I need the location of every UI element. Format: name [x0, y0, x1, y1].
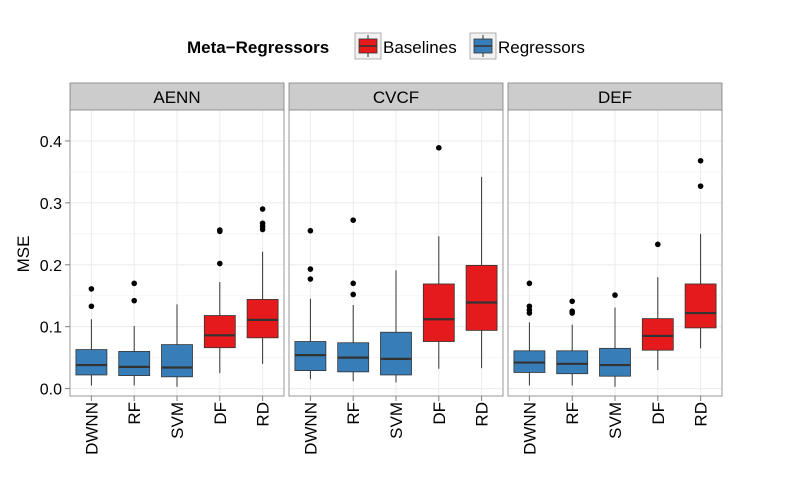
- x-tick-label: SVM: [387, 402, 406, 439]
- x-tick-label: DF: [649, 402, 668, 425]
- legend-label-baselines: Baselines: [383, 38, 457, 57]
- x-tick-label: RF: [563, 402, 582, 425]
- outlier-point: [350, 280, 357, 287]
- box-svm: [380, 331, 412, 376]
- outlier-point: [88, 286, 95, 292]
- box-rf: [118, 351, 151, 376]
- y-tick-label: 0.4: [40, 134, 62, 151]
- outlier-point: [217, 260, 223, 267]
- outlier-point: [259, 220, 266, 227]
- box-rf: [556, 350, 589, 375]
- facet-strip-label: CVCF: [373, 88, 419, 107]
- outlier-point: [526, 280, 533, 287]
- x-tick-label: RF: [125, 402, 144, 425]
- x-tick-label: SVM: [606, 402, 625, 439]
- x-tick-label: DF: [430, 402, 449, 425]
- x-tick-label: RD: [254, 402, 273, 427]
- box-df: [203, 315, 236, 349]
- y-axis-label: MSE: [14, 236, 33, 273]
- x-tick-label: DWNN: [301, 402, 320, 455]
- y-tick-label: 0.1: [40, 320, 62, 337]
- plot-area: 0.0 0.1 0.2 0.3 0.4 AENN DWNN RF SVM DF RD CVCF DWNN…: [40, 82, 723, 455]
- legend-label-regressors: Regressors: [498, 38, 585, 57]
- outlier-point: [88, 303, 95, 310]
- outlier-point: [307, 276, 314, 282]
- outlier-point: [697, 157, 704, 164]
- box-df: [422, 283, 455, 342]
- outlier-point: [569, 308, 575, 314]
- outlier-point: [655, 241, 661, 248]
- x-tick-label: RD: [473, 402, 492, 427]
- legend-title: Meta−Regressors: [187, 38, 329, 57]
- outlier-point: [259, 206, 266, 212]
- outlier-point: [697, 183, 704, 189]
- box-svm: [599, 347, 631, 377]
- y-tick-label: 0.2: [40, 258, 62, 275]
- outlier-point: [569, 298, 575, 305]
- outlier-point: [217, 227, 223, 233]
- y-tick-label: 0.3: [40, 196, 62, 213]
- facet-strip: [69, 82, 285, 111]
- outlier-point: [131, 297, 137, 304]
- outlier-point: [612, 292, 618, 298]
- box-rd: [246, 299, 279, 339]
- outlier-point: [350, 217, 357, 223]
- box-rd: [684, 283, 717, 329]
- facet-strip: [288, 82, 504, 111]
- outlier-point: [436, 144, 442, 151]
- outlier-point: [526, 303, 533, 310]
- y-tick-label: 0.0: [40, 382, 62, 399]
- outlier-point: [307, 227, 314, 234]
- legend: Meta−Regressors Baselines Regressors: [187, 32, 585, 60]
- x-tick-label: DWNN: [82, 402, 101, 455]
- x-tick-label: DF: [211, 402, 230, 425]
- facet-strip-label: AENN: [153, 88, 200, 107]
- box-rd: [465, 264, 498, 331]
- x-tick-label: DWNN: [520, 402, 539, 455]
- x-tick-label: RF: [344, 402, 363, 425]
- facet-strip-label: DEF: [598, 88, 632, 107]
- outlier-point: [350, 291, 357, 298]
- outlier-point: [131, 280, 137, 287]
- x-tick-label: RD: [692, 402, 711, 427]
- box-df: [641, 318, 674, 351]
- x-tick-label: SVM: [168, 402, 187, 439]
- outlier-point: [307, 266, 314, 272]
- box-svm: [161, 344, 193, 378]
- facet-strip: [507, 82, 723, 111]
- box-dwnn: [75, 349, 108, 376]
